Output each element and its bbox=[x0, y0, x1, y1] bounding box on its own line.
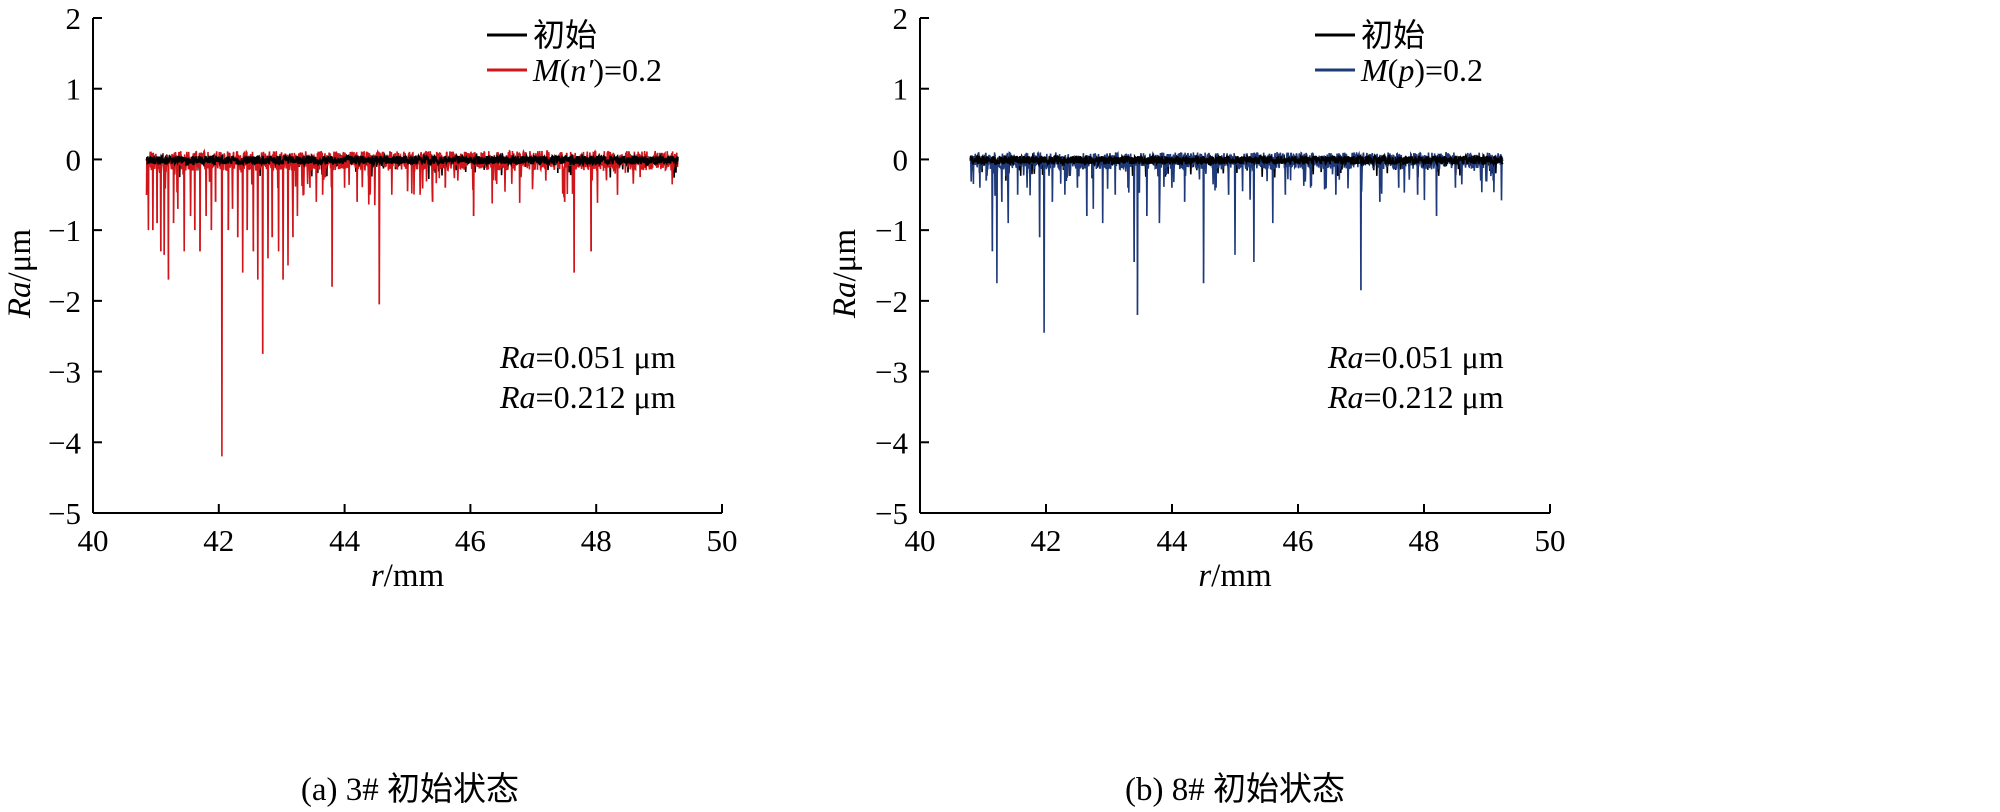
x-axis-unit: mm bbox=[1220, 558, 1272, 594]
y-tick-label: −2 bbox=[875, 284, 908, 319]
legend-value: =0.2 bbox=[1425, 52, 1483, 88]
panel-a: 210−1−2−3−4−540 42 44 46 48 50r/mmRa/μm初始M(n′… bbox=[2, 1, 738, 808]
series-line-0-top bbox=[145, 152, 679, 169]
y-tick-label: −1 bbox=[48, 213, 81, 248]
annotation-var: Ra bbox=[499, 379, 536, 415]
legend-label-1: M(p)=0.2 bbox=[1360, 52, 1483, 88]
y-axis-unit: μm bbox=[2, 229, 38, 273]
y-axis-unit: μm bbox=[827, 229, 863, 273]
legend-value: =0.2 bbox=[604, 52, 662, 88]
annotation-var: Ra bbox=[1327, 379, 1364, 415]
y-tick-label: −5 bbox=[48, 496, 81, 531]
legend-var: M bbox=[1360, 52, 1390, 88]
x-axis-slash: / bbox=[384, 558, 394, 594]
y-tick-label: −4 bbox=[875, 425, 908, 460]
x-tick-label: 42 bbox=[203, 523, 234, 558]
x-tick-label: 46 bbox=[1283, 523, 1314, 558]
y-tick-label: −3 bbox=[48, 355, 81, 390]
x-tick-label: 48 bbox=[1409, 523, 1440, 558]
x-tick-label: 50 bbox=[707, 523, 738, 558]
y-tick-label: 2 bbox=[893, 1, 909, 36]
x-tick-label: 44 bbox=[329, 523, 361, 558]
x-axis-var: r bbox=[371, 558, 384, 594]
legend-name: 初始 bbox=[1361, 17, 1425, 53]
legend-paren: ( bbox=[1388, 52, 1399, 88]
y-axis-title: Ra/μm bbox=[827, 229, 863, 320]
x-axis-unit: mm bbox=[393, 558, 445, 594]
annotation-1: Ra=0.212 μm bbox=[1327, 379, 1504, 415]
legend-paren: ) bbox=[1414, 52, 1425, 88]
x-axis-slash: / bbox=[1211, 558, 1221, 594]
x-axis-var: r bbox=[1198, 558, 1211, 594]
annotation-1: Ra=0.212 μm bbox=[499, 379, 676, 415]
annotation-text: =0.051 μm bbox=[1364, 339, 1504, 375]
x-tick-label: 44 bbox=[1157, 523, 1189, 558]
x-tick-label: 42 bbox=[1031, 523, 1062, 558]
y-tick-label: −5 bbox=[875, 496, 908, 531]
x-tick-label: 50 bbox=[1535, 523, 1566, 558]
y-tick-label: −1 bbox=[875, 213, 908, 248]
series-line-1 bbox=[969, 150, 1504, 333]
y-tick-label: 1 bbox=[893, 72, 909, 107]
x-axis-title: r/mm bbox=[371, 558, 445, 594]
annotation-var: Ra bbox=[499, 339, 536, 375]
legend-paren: ( bbox=[560, 52, 571, 88]
x-tick-label: 40 bbox=[78, 523, 109, 558]
legend-arg: p bbox=[1396, 52, 1414, 88]
annotation-0: Ra=0.051 μm bbox=[1327, 339, 1504, 375]
y-tick-label: 2 bbox=[66, 1, 82, 36]
y-axis-slash: / bbox=[2, 271, 38, 281]
series-line-0-top bbox=[969, 152, 1504, 168]
annotation-var: Ra bbox=[1327, 339, 1364, 375]
legend-var: M bbox=[532, 52, 562, 88]
y-axis-title: Ra/μm bbox=[2, 229, 38, 320]
legend-label-0: 初始 bbox=[533, 17, 597, 53]
annotation-text: =0.212 μm bbox=[1364, 379, 1504, 415]
y-axis-var: Ra bbox=[2, 281, 38, 319]
annotation-text: =0.212 μm bbox=[536, 379, 676, 415]
panel-caption: (a) 3# 初始状态 bbox=[301, 771, 519, 808]
y-tick-label: −4 bbox=[48, 425, 81, 460]
y-axis-var: Ra bbox=[827, 281, 863, 319]
panel-caption: (b) 8# 初始状态 bbox=[1125, 771, 1345, 808]
annotation-0: Ra=0.051 μm bbox=[499, 339, 676, 375]
x-tick-label: 46 bbox=[455, 523, 486, 558]
panel-b: 210−1−2−3−4−540 42 44 46 48 50r/mmRa/μm初始M(p)… bbox=[827, 1, 1566, 808]
x-axis-title: r/mm bbox=[1198, 558, 1272, 594]
y-axis-slash: / bbox=[827, 271, 863, 281]
y-tick-label: 1 bbox=[66, 72, 82, 107]
legend-name: 初始 bbox=[533, 17, 597, 53]
y-tick-label: 0 bbox=[66, 142, 82, 177]
legend-paren: ) bbox=[593, 52, 604, 88]
y-tick-label: 0 bbox=[893, 142, 909, 177]
legend-arg: n′ bbox=[570, 52, 594, 88]
legend-label-1: M(n′)=0.2 bbox=[532, 52, 662, 88]
x-tick-label: 48 bbox=[581, 523, 612, 558]
annotation-text: =0.051 μm bbox=[536, 339, 676, 375]
y-tick-label: −3 bbox=[875, 355, 908, 390]
x-tick-label: 40 bbox=[905, 523, 936, 558]
legend-label-0: 初始 bbox=[1361, 17, 1425, 53]
y-tick-label: −2 bbox=[48, 284, 81, 319]
